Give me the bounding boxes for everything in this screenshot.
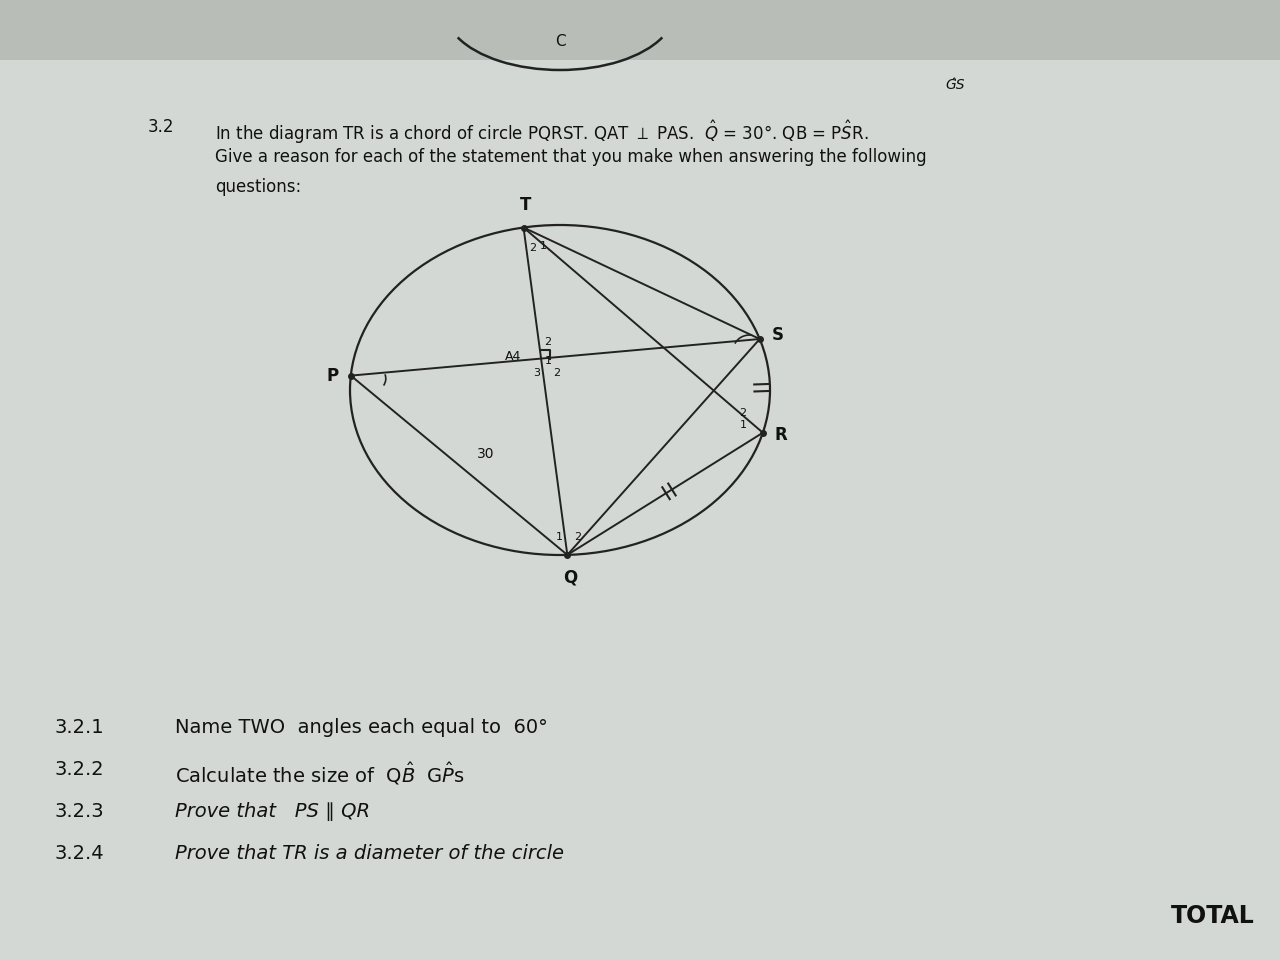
Text: Give a reason for each of the statement that you make when answering the followi: Give a reason for each of the statement … xyxy=(215,148,927,166)
Text: 2: 2 xyxy=(740,408,746,418)
Text: 3.2.2: 3.2.2 xyxy=(55,760,105,779)
Text: R: R xyxy=(774,425,787,444)
Text: 1: 1 xyxy=(544,355,552,366)
Text: Prove that TR is a diameter of the circle: Prove that TR is a diameter of the circl… xyxy=(175,844,564,863)
Text: 1: 1 xyxy=(540,241,547,251)
Text: 3.2.4: 3.2.4 xyxy=(55,844,105,863)
Text: A4: A4 xyxy=(504,350,521,363)
Text: 3: 3 xyxy=(534,368,540,377)
Text: 30: 30 xyxy=(477,446,495,461)
Text: TOTAL: TOTAL xyxy=(1171,904,1254,928)
Text: Prove that   PS ∥ QR: Prove that PS ∥ QR xyxy=(175,802,370,821)
Text: P: P xyxy=(326,367,339,385)
Text: 1: 1 xyxy=(556,532,563,541)
Text: C: C xyxy=(554,35,566,50)
Text: 3.2.3: 3.2.3 xyxy=(55,802,105,821)
Text: 1: 1 xyxy=(740,420,746,430)
Text: questions:: questions: xyxy=(215,178,301,196)
Text: T: T xyxy=(520,196,531,213)
Text: 2: 2 xyxy=(553,368,561,377)
Text: In the diagram TR is a chord of circle PQRST. QAT $\perp$ PAS.  $\hat{Q}$ = 30°.: In the diagram TR is a chord of circle P… xyxy=(215,118,869,146)
Text: Q: Q xyxy=(563,569,577,587)
Text: 3.2: 3.2 xyxy=(148,118,174,136)
Text: 2: 2 xyxy=(529,243,536,252)
Text: 2: 2 xyxy=(544,337,552,347)
Text: 2: 2 xyxy=(573,532,581,541)
Text: 3.2.1: 3.2.1 xyxy=(55,718,105,737)
Text: ĜS: ĜS xyxy=(945,78,965,92)
Text: S: S xyxy=(772,326,783,344)
Text: Calculate the size of  Q$\hat{B}$  G$\hat{P}$s: Calculate the size of Q$\hat{B}$ G$\hat{… xyxy=(175,760,465,787)
Text: Name TWO  angles each equal to  60°: Name TWO angles each equal to 60° xyxy=(175,718,548,737)
